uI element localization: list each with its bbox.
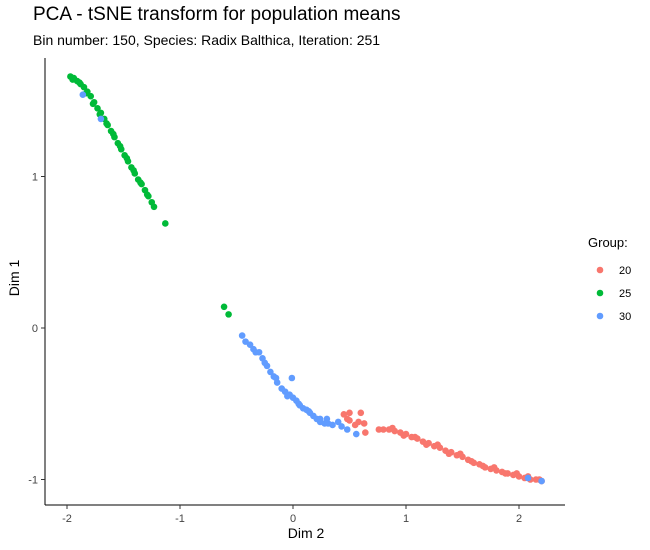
data-point-30: [338, 423, 345, 430]
x-tick-label: -2: [62, 513, 72, 525]
legend: Group: 20 25 30: [588, 235, 631, 323]
x-tick-label: 2: [516, 513, 522, 525]
data-point-20: [400, 432, 408, 439]
legend-key-25: [596, 289, 604, 297]
data-point-30: [267, 368, 274, 376]
data-point-30: [343, 426, 351, 433]
legend-title: Group:: [588, 235, 628, 250]
data-point-20: [340, 411, 348, 418]
data-point-25: [220, 303, 228, 311]
data-point-20: [362, 429, 369, 436]
data-point-30: [250, 345, 257, 353]
data-point-30: [238, 332, 246, 339]
legend-key-20: [596, 266, 604, 274]
data-point-20: [434, 441, 441, 448]
x-axis-label: Dim 2: [288, 525, 325, 541]
data-point-30: [524, 474, 532, 482]
data-point-25: [116, 142, 124, 150]
data-point-30: [79, 91, 87, 98]
y-axis-label: Dim 1: [6, 260, 22, 297]
data-point-25: [150, 203, 158, 211]
x-tick-label: -1: [175, 513, 185, 525]
data-point-25: [130, 167, 137, 174]
points-layer: [67, 73, 545, 485]
x-tick-label: 1: [403, 513, 409, 525]
data-point-20: [479, 462, 487, 470]
data-point-30: [334, 418, 342, 426]
data-point-25: [94, 105, 101, 112]
data-point-30: [272, 374, 280, 382]
data-point-30: [538, 477, 545, 485]
data-point-20: [468, 458, 475, 465]
data-point-30: [295, 400, 302, 408]
data-point-20: [389, 424, 396, 432]
chart-subtitle: Bin number: 150, Species: Radix Balthica…: [33, 32, 381, 48]
data-point-30: [97, 115, 105, 123]
y-tick-label: -1: [28, 475, 38, 487]
data-point-25: [110, 130, 117, 138]
data-point-30: [323, 415, 331, 423]
data-point-30: [246, 341, 254, 348]
data-point-20: [360, 420, 368, 427]
data-point-20: [355, 418, 362, 426]
data-point-25: [76, 79, 83, 86]
data-point-30: [284, 392, 291, 400]
data-point-20: [423, 441, 430, 448]
y-tick-label: 1: [32, 172, 38, 184]
data-point-20: [490, 464, 498, 471]
data-point-25: [162, 220, 169, 227]
data-point-25: [69, 76, 76, 83]
data-point-20: [513, 470, 521, 477]
data-point-25: [137, 179, 144, 186]
data-point-30: [329, 421, 336, 429]
data-point-30: [288, 374, 296, 382]
data-point-25: [123, 155, 131, 162]
data-point-25: [143, 191, 151, 198]
data-point-25: [80, 83, 88, 91]
data-point-30: [255, 348, 263, 356]
data-point-20: [445, 450, 453, 458]
axes-layer: -2 -1 0 1 2 -1 0 1: [28, 58, 565, 525]
data-point-20: [346, 409, 353, 417]
legend-key-30: [596, 312, 604, 320]
data-point-25: [89, 100, 97, 108]
data-point-20: [456, 450, 464, 458]
data-point-20: [502, 470, 509, 477]
legend-label-20: 20: [619, 265, 631, 277]
y-tick-label: 0: [32, 323, 38, 335]
data-point-30: [352, 430, 360, 438]
chart-title: PCA - tSNE transform for population mean…: [33, 4, 401, 25]
data-point-30: [261, 359, 269, 367]
data-point-30: [305, 408, 313, 415]
x-tick-label: 0: [290, 513, 296, 525]
data-point-20: [375, 426, 383, 433]
legend-label-25: 25: [619, 288, 631, 300]
data-point-25: [225, 311, 232, 318]
data-point-20: [357, 409, 365, 417]
data-point-25: [103, 120, 110, 127]
data-point-30: [316, 415, 324, 423]
data-point-20: [411, 433, 419, 441]
data-point-20: [343, 415, 351, 423]
data-point-20: [380, 426, 387, 433]
legend-label-30: 30: [619, 311, 631, 323]
